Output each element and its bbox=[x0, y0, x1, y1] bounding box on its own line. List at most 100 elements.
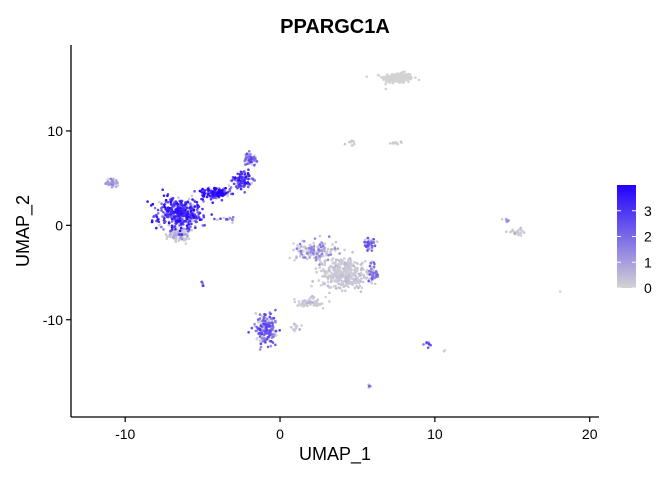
data-point bbox=[350, 139, 354, 142]
data-point bbox=[303, 256, 307, 259]
data-point bbox=[370, 244, 374, 248]
data-point bbox=[371, 274, 375, 278]
data-point bbox=[367, 277, 371, 281]
data-point bbox=[292, 242, 295, 245]
data-point bbox=[230, 179, 234, 182]
data-point bbox=[253, 163, 256, 167]
data-point bbox=[334, 249, 337, 252]
data-point bbox=[274, 319, 277, 323]
data-point bbox=[233, 176, 237, 179]
data-point bbox=[306, 252, 309, 255]
data-point bbox=[374, 270, 378, 273]
data-point bbox=[184, 232, 187, 236]
data-point bbox=[252, 157, 256, 160]
data-point bbox=[164, 233, 168, 236]
data-point bbox=[263, 313, 266, 316]
data-point bbox=[315, 299, 319, 303]
data-point bbox=[179, 235, 183, 238]
data-point bbox=[377, 74, 381, 77]
data-point bbox=[176, 211, 179, 215]
data-point bbox=[250, 326, 254, 330]
data-point bbox=[363, 238, 367, 242]
data-point bbox=[293, 258, 296, 262]
data-point bbox=[250, 181, 253, 185]
data-point bbox=[183, 239, 186, 242]
data-point bbox=[339, 274, 342, 277]
data-point bbox=[246, 162, 249, 166]
data-point bbox=[296, 249, 300, 253]
data-point bbox=[345, 284, 349, 288]
data-point bbox=[185, 206, 189, 210]
data-point bbox=[323, 274, 327, 278]
data-point bbox=[258, 348, 262, 351]
data-point bbox=[114, 185, 118, 188]
data-point bbox=[318, 234, 322, 238]
data-point bbox=[334, 287, 338, 290]
data-point bbox=[333, 247, 337, 250]
data-point bbox=[302, 256, 305, 259]
data-point bbox=[206, 187, 210, 190]
data-point bbox=[401, 75, 405, 79]
data-point bbox=[396, 79, 399, 83]
legend-colorbar bbox=[617, 185, 636, 288]
data-point bbox=[325, 252, 329, 255]
data-point bbox=[167, 221, 171, 225]
data-point bbox=[256, 318, 260, 321]
data-point bbox=[364, 260, 367, 263]
data-point bbox=[185, 237, 188, 241]
data-point bbox=[425, 341, 428, 344]
data-point bbox=[513, 232, 516, 235]
y-tick-label: -10 bbox=[43, 312, 63, 328]
data-point bbox=[187, 197, 191, 201]
data-point bbox=[314, 256, 318, 259]
data-point bbox=[173, 203, 176, 206]
data-point bbox=[195, 217, 199, 220]
data-point bbox=[326, 247, 330, 251]
data-point bbox=[250, 157, 253, 161]
data-point bbox=[179, 226, 183, 230]
data-point bbox=[359, 271, 363, 275]
data-point bbox=[370, 277, 374, 280]
data-point bbox=[258, 313, 262, 316]
data-point bbox=[315, 252, 319, 256]
data-point bbox=[506, 219, 510, 223]
data-point bbox=[341, 273, 344, 277]
data-point bbox=[328, 275, 332, 278]
data-point bbox=[390, 73, 394, 76]
data-point bbox=[336, 247, 340, 250]
data-point bbox=[167, 209, 170, 212]
data-point bbox=[255, 160, 259, 163]
data-point bbox=[357, 286, 360, 290]
data-point bbox=[187, 237, 191, 241]
data-point bbox=[271, 321, 274, 325]
data-point bbox=[304, 247, 308, 250]
data-point bbox=[356, 280, 359, 284]
data-point bbox=[240, 182, 243, 185]
data-point bbox=[382, 78, 385, 81]
data-point bbox=[272, 333, 276, 336]
data-point bbox=[271, 324, 274, 327]
data-point bbox=[201, 207, 204, 211]
data-point bbox=[269, 344, 273, 348]
data-point bbox=[190, 228, 193, 232]
data-point bbox=[173, 225, 176, 229]
data-point bbox=[344, 262, 347, 266]
x-axis-ticks: -10 0 10 20 bbox=[115, 417, 598, 442]
data-point bbox=[186, 210, 190, 213]
data-point bbox=[193, 190, 196, 193]
data-point bbox=[160, 209, 163, 212]
data-point bbox=[342, 267, 345, 270]
data-point bbox=[325, 272, 329, 275]
data-point bbox=[226, 194, 230, 198]
data-point bbox=[253, 179, 257, 182]
data-point bbox=[333, 273, 337, 276]
data-point bbox=[274, 329, 278, 333]
data-point bbox=[270, 317, 273, 320]
data-point bbox=[178, 229, 182, 233]
data-point bbox=[242, 170, 246, 173]
data-point bbox=[261, 319, 265, 322]
data-point bbox=[328, 286, 332, 289]
data-point bbox=[220, 192, 224, 195]
y-tick-label: 0 bbox=[55, 217, 63, 233]
data-point bbox=[320, 269, 323, 273]
